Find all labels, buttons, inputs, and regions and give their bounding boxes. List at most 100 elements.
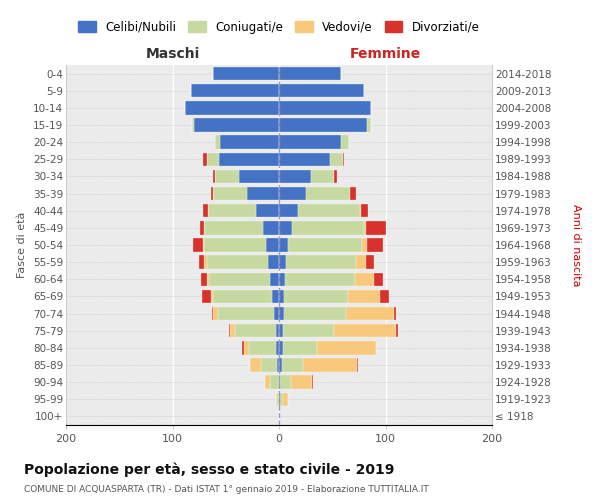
Bar	[205, 221, 263, 234]
Bar	[346, 307, 394, 320]
Bar	[211, 187, 213, 200]
Bar	[193, 238, 203, 252]
Bar	[357, 358, 358, 372]
Bar	[271, 376, 279, 389]
Bar	[348, 290, 380, 303]
Bar	[194, 118, 279, 132]
Bar	[394, 307, 396, 320]
Bar	[276, 324, 279, 338]
Bar	[213, 67, 279, 80]
Bar	[200, 221, 205, 234]
Bar	[250, 358, 261, 372]
Bar	[220, 152, 279, 166]
Bar	[291, 376, 312, 389]
Bar	[361, 204, 368, 218]
Bar	[364, 221, 367, 234]
Bar	[374, 272, 383, 286]
Bar	[380, 290, 389, 303]
Bar	[229, 324, 230, 338]
Text: Femmine: Femmine	[350, 48, 421, 62]
Bar	[279, 221, 292, 234]
Bar	[311, 170, 334, 183]
Bar	[247, 187, 279, 200]
Bar	[230, 324, 235, 338]
Bar	[355, 272, 374, 286]
Bar	[284, 290, 348, 303]
Bar	[205, 238, 266, 252]
Bar	[279, 238, 287, 252]
Bar	[279, 187, 305, 200]
Bar	[235, 324, 276, 338]
Bar	[201, 272, 206, 286]
Bar	[279, 392, 280, 406]
Text: Popolazione per età, sesso e stato civile - 2019: Popolazione per età, sesso e stato civil…	[24, 462, 394, 477]
Bar	[261, 358, 277, 372]
Bar	[312, 376, 313, 389]
Bar	[211, 290, 213, 303]
Bar	[279, 84, 364, 98]
Bar	[279, 341, 283, 354]
Bar	[367, 221, 386, 234]
Bar	[279, 136, 341, 149]
Y-axis label: Anni di nascita: Anni di nascita	[571, 204, 581, 286]
Text: Maschi: Maschi	[145, 48, 200, 62]
Bar	[279, 307, 284, 320]
Bar	[276, 341, 279, 354]
Bar	[265, 376, 271, 389]
Bar	[208, 204, 256, 218]
Bar	[367, 238, 383, 252]
Bar	[271, 272, 279, 286]
Bar	[256, 204, 279, 218]
Bar	[343, 152, 344, 166]
Bar	[272, 290, 279, 303]
Bar	[317, 341, 376, 354]
Bar	[199, 256, 205, 269]
Bar	[279, 118, 367, 132]
Bar	[350, 187, 356, 200]
Bar	[276, 392, 277, 406]
Bar	[239, 170, 279, 183]
Legend: Celibi/Nubili, Coniugati/e, Vedovi/e, Divorziati/e: Celibi/Nubili, Coniugati/e, Vedovi/e, Di…	[78, 20, 480, 34]
Bar	[215, 170, 239, 183]
Bar	[203, 238, 205, 252]
Bar	[185, 101, 279, 114]
Bar	[298, 204, 360, 218]
Bar	[206, 256, 268, 269]
Bar	[274, 307, 279, 320]
Bar	[279, 272, 286, 286]
Bar	[396, 324, 398, 338]
Bar	[212, 307, 213, 320]
Text: COMUNE DI ACQUASPARTA (TR) - Dati ISTAT 1° gennaio 2019 - Elaborazione TUTTITALI: COMUNE DI ACQUASPARTA (TR) - Dati ISTAT …	[24, 485, 429, 494]
Bar	[292, 221, 364, 234]
Bar	[244, 341, 249, 354]
Y-axis label: Fasce di età: Fasce di età	[17, 212, 28, 278]
Bar	[360, 204, 361, 218]
Bar	[191, 118, 194, 132]
Bar	[266, 238, 279, 252]
Bar	[283, 392, 287, 406]
Bar	[213, 307, 218, 320]
Bar	[305, 187, 350, 200]
Bar	[215, 136, 220, 149]
Bar	[279, 256, 286, 269]
Bar	[280, 392, 283, 406]
Bar	[279, 376, 280, 389]
Bar	[277, 358, 279, 372]
Bar	[209, 272, 271, 286]
Bar	[279, 170, 311, 183]
Bar	[242, 341, 244, 354]
Bar	[330, 152, 343, 166]
Bar	[206, 152, 220, 166]
Bar	[334, 324, 396, 338]
Bar	[284, 307, 346, 320]
Bar	[202, 290, 211, 303]
Bar	[283, 324, 334, 338]
Bar	[279, 290, 284, 303]
Bar	[362, 238, 367, 252]
Bar	[213, 170, 215, 183]
Bar	[263, 221, 279, 234]
Bar	[279, 324, 283, 338]
Bar	[220, 136, 279, 149]
Bar	[367, 118, 371, 132]
Bar	[191, 84, 279, 98]
